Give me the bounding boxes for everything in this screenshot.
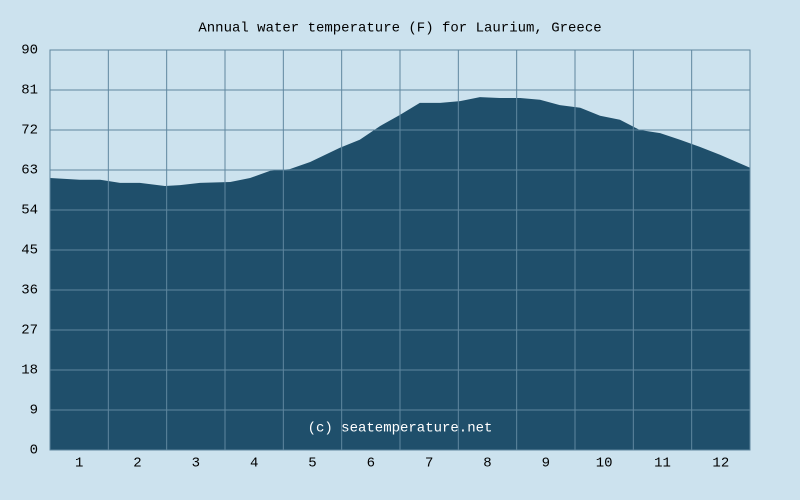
y-tick-label: 54 [21, 203, 38, 219]
y-tick-label: 72 [21, 123, 38, 139]
x-tick-label: 6 [367, 456, 375, 472]
x-tick-label: 4 [250, 456, 258, 472]
y-tick-label: 36 [21, 283, 38, 299]
y-tick-label: 81 [21, 83, 38, 99]
x-tick-label: 2 [133, 456, 141, 472]
x-tick-label: 8 [483, 456, 491, 472]
y-tick-label: 0 [30, 443, 38, 459]
y-tick-label: 9 [30, 403, 38, 419]
x-tick-label: 7 [425, 456, 433, 472]
annotation: (c) seatemperature.net [308, 421, 493, 437]
x-tick-label: 9 [542, 456, 550, 472]
y-tick-label: 90 [21, 43, 38, 59]
x-tick-label: 12 [712, 456, 729, 472]
y-tick-label: 18 [21, 363, 38, 379]
y-tick-label: 63 [21, 163, 38, 179]
plot-frame [49, 49, 751, 451]
x-tick-label: 10 [596, 456, 613, 472]
y-tick-label: 27 [21, 323, 38, 339]
y-tick-label: 45 [21, 243, 38, 259]
chart-title: Annual water temperature (F) for Laurium… [198, 21, 601, 37]
x-tick-label: 3 [192, 456, 200, 472]
x-tick-label: 1 [75, 456, 83, 472]
x-tick-label: 11 [654, 456, 671, 472]
x-tick-label: 5 [308, 456, 316, 472]
